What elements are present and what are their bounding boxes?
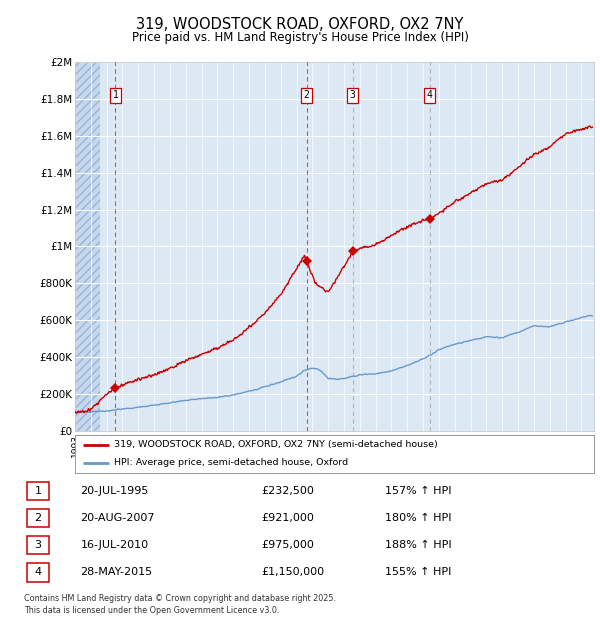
Text: 3: 3: [35, 540, 41, 550]
Text: £921,000: £921,000: [261, 513, 314, 523]
Text: £1,150,000: £1,150,000: [261, 567, 324, 577]
Text: 20-JUL-1995: 20-JUL-1995: [80, 486, 149, 496]
Text: 155% ↑ HPI: 155% ↑ HPI: [385, 567, 451, 577]
Text: 319, WOODSTOCK ROAD, OXFORD, OX2 7NY: 319, WOODSTOCK ROAD, OXFORD, OX2 7NY: [136, 17, 464, 32]
Text: 188% ↑ HPI: 188% ↑ HPI: [385, 540, 452, 550]
Text: 3: 3: [350, 90, 355, 100]
FancyBboxPatch shape: [28, 509, 49, 527]
Text: 1: 1: [35, 486, 41, 496]
Text: 319, WOODSTOCK ROAD, OXFORD, OX2 7NY (semi-detached house): 319, WOODSTOCK ROAD, OXFORD, OX2 7NY (se…: [114, 440, 437, 450]
Text: 16-JUL-2010: 16-JUL-2010: [80, 540, 149, 550]
Text: 4: 4: [35, 567, 41, 577]
Text: 2: 2: [35, 513, 41, 523]
FancyBboxPatch shape: [28, 563, 49, 582]
Bar: [75, 62, 100, 431]
FancyBboxPatch shape: [28, 482, 49, 500]
Text: 20-AUG-2007: 20-AUG-2007: [80, 513, 155, 523]
Text: 2: 2: [304, 90, 310, 100]
Text: £975,000: £975,000: [261, 540, 314, 550]
Text: HPI: Average price, semi-detached house, Oxford: HPI: Average price, semi-detached house,…: [114, 458, 348, 467]
Text: 180% ↑ HPI: 180% ↑ HPI: [385, 513, 451, 523]
Text: 4: 4: [427, 90, 433, 100]
Text: £232,500: £232,500: [261, 486, 314, 496]
Text: 1: 1: [112, 90, 118, 100]
Text: 28-MAY-2015: 28-MAY-2015: [80, 567, 152, 577]
Text: Price paid vs. HM Land Registry's House Price Index (HPI): Price paid vs. HM Land Registry's House …: [131, 31, 469, 44]
Text: 157% ↑ HPI: 157% ↑ HPI: [385, 486, 451, 496]
Text: Contains HM Land Registry data © Crown copyright and database right 2025.
This d: Contains HM Land Registry data © Crown c…: [24, 594, 336, 615]
FancyBboxPatch shape: [28, 536, 49, 554]
